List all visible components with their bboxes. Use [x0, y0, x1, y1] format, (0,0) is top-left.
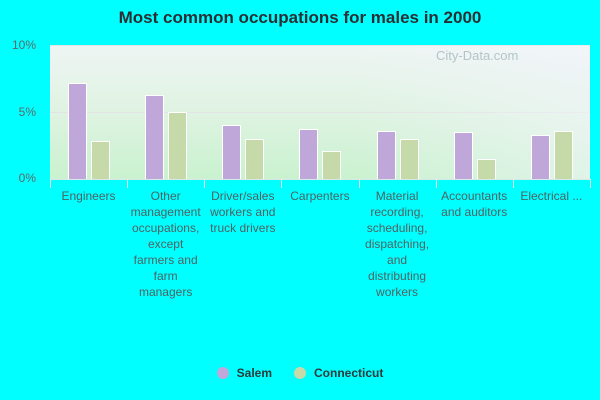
- x-axis: [50, 179, 590, 180]
- legend-label: Salem: [236, 366, 272, 380]
- bar-connecticut[interactable]: [476, 158, 496, 179]
- x-tick-mark: [281, 179, 283, 188]
- plot-area: [50, 45, 590, 179]
- bar-salem[interactable]: [376, 130, 396, 179]
- y-tick-10: 10%: [11, 38, 36, 52]
- gridline-5: [50, 112, 590, 113]
- y-tick-5: 5%: [18, 105, 36, 119]
- bar-salem[interactable]: [530, 134, 550, 179]
- bar-connecticut[interactable]: [399, 138, 419, 179]
- x-category-label: Other management occupations, except far…: [130, 189, 201, 299]
- x-category-label: Engineers: [61, 189, 116, 203]
- watermark: City-Data.com: [436, 48, 519, 63]
- x-tick-mark: [50, 179, 51, 188]
- bar-connecticut[interactable]: [168, 112, 188, 179]
- gridline-10: [50, 45, 590, 46]
- bar-salem[interactable]: [222, 125, 242, 179]
- x-tick-mark: [127, 179, 129, 188]
- x-category-label: Material recording, scheduling, dispatch…: [365, 189, 430, 299]
- connecticut-swatch-icon: [294, 367, 306, 379]
- x-tick-mark: [358, 179, 360, 188]
- x-category-label: Accountants and auditors: [441, 189, 508, 219]
- chart-title: Most common occupations for males in 200…: [118, 8, 482, 27]
- x-tick-mark: [590, 179, 591, 188]
- bar-connecticut[interactable]: [91, 141, 110, 179]
- legend-item-salem[interactable]: Salem: [216, 366, 272, 380]
- bar-connecticut[interactable]: [553, 130, 573, 179]
- legend-label: Connecticut: [314, 366, 384, 380]
- bar-connecticut[interactable]: [322, 150, 342, 179]
- salem-swatch-icon: [216, 367, 229, 379]
- x-category-label: Driver/sales workers and truck drivers: [210, 189, 276, 235]
- x-tick-mark: [435, 179, 437, 188]
- bar-salem[interactable]: [453, 132, 473, 179]
- y-tick-0: 0%: [18, 171, 36, 185]
- bar-salem[interactable]: [68, 82, 87, 179]
- x-tick-mark: [204, 179, 206, 188]
- bar-salem[interactable]: [145, 94, 165, 179]
- bar-connecticut[interactable]: [245, 138, 265, 179]
- bar-salem[interactable]: [299, 129, 319, 179]
- x-category-label: Electrical ...: [520, 189, 583, 203]
- x-category-label: Carpenters: [290, 189, 350, 203]
- legend: Salem Connecticut: [0, 366, 600, 380]
- legend-item-connecticut[interactable]: Connecticut: [294, 366, 383, 380]
- x-tick-mark: [512, 179, 514, 188]
